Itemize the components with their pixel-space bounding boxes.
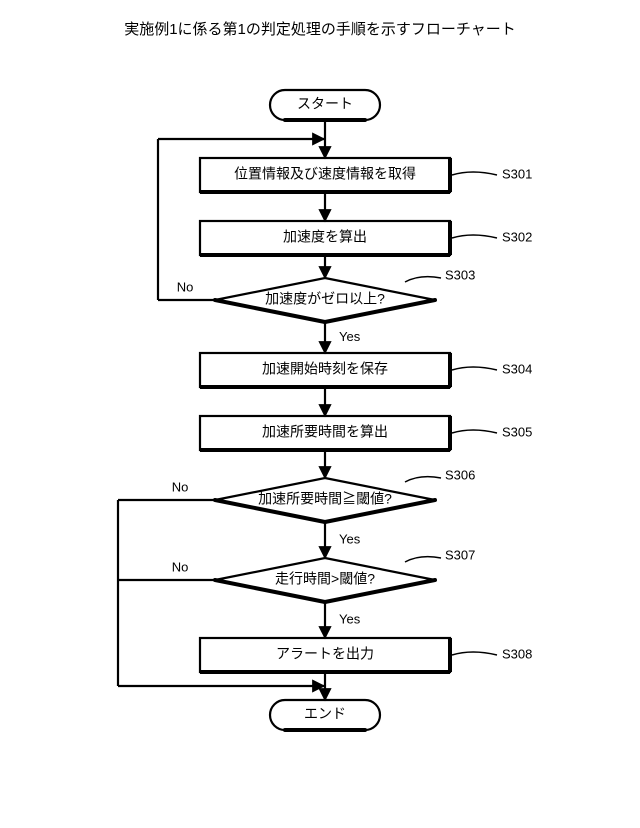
process-s302-label: 加速度を算出: [283, 229, 367, 245]
process-s301: 位置情報及び速度情報を取得: [200, 158, 450, 192]
process-s305: 加速所要時間を算出: [200, 416, 450, 450]
end-terminal-label: エンド: [304, 706, 346, 722]
step-id-S305: S305: [502, 424, 532, 439]
step-id-S307: S307: [445, 547, 475, 562]
yes-label-306: Yes: [339, 531, 361, 546]
no-label-307: No: [172, 559, 189, 574]
decision-s307-label: 走行時間>閾値?: [275, 571, 375, 587]
process-s304-label: 加速開始時刻を保存: [262, 361, 388, 377]
decision-s306-label: 加速所要時間≧閾値?: [258, 491, 392, 507]
yes-label-307: Yes: [339, 611, 361, 626]
flowchart: 実施例1に係る第1の判定処理の手順を示すフローチャートスタート位置情報及び速度情…: [0, 0, 640, 828]
process-s301-label: 位置情報及び速度情報を取得: [234, 166, 416, 182]
yes-label-303: Yes: [339, 329, 361, 344]
decision-s303: 加速度がゼロ以上?: [215, 278, 435, 322]
process-s302: 加速度を算出: [200, 221, 450, 255]
process-s305-label: 加速所要時間を算出: [262, 424, 388, 440]
process-s308: アラートを出力: [200, 638, 450, 672]
step-id-S302: S302: [502, 229, 532, 244]
decision-s303-label: 加速度がゼロ以上?: [265, 291, 385, 307]
process-s308-label: アラートを出力: [276, 646, 374, 662]
decision-s307: 走行時間>閾値?: [215, 558, 435, 602]
step-id-S304: S304: [502, 361, 532, 376]
decision-s306: 加速所要時間≧閾値?: [215, 478, 435, 522]
no-label-306: No: [172, 479, 189, 494]
step-id-S308: S308: [502, 646, 532, 661]
end-terminal: エンド: [270, 700, 380, 730]
process-s304: 加速開始時刻を保存: [200, 353, 450, 387]
start-terminal-label: スタート: [297, 96, 353, 112]
step-id-S301: S301: [502, 166, 532, 181]
step-id-S306: S306: [445, 467, 475, 482]
page-title: 実施例1に係る第1の判定処理の手順を示すフローチャート: [124, 20, 516, 38]
start-terminal: スタート: [270, 90, 380, 120]
step-id-S303: S303: [445, 267, 475, 282]
no-label-303: No: [177, 279, 194, 294]
